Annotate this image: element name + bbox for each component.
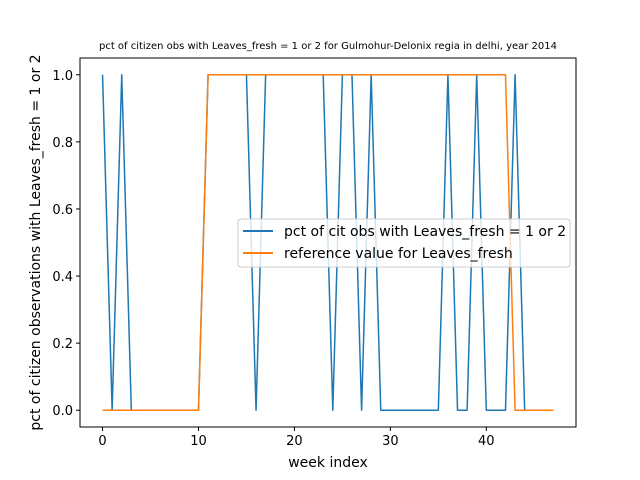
x-tick-label: 10 <box>190 434 207 449</box>
legend-label-series-1: pct of cit obs with Leaves_fresh = 1 or … <box>284 224 566 240</box>
x-axis-label: week index <box>288 455 368 471</box>
y-tick-label: 0.6 <box>52 203 73 218</box>
x-tick-label: 20 <box>286 434 303 449</box>
legend-box <box>237 218 571 268</box>
x-tick-label: 0 <box>98 434 106 449</box>
y-axis-label: pct of citizen observations with Leaves_… <box>28 54 44 430</box>
y-tick-label: 0.4 <box>52 270 73 285</box>
y-tick-label: 0.0 <box>52 404 73 419</box>
series-line-2 <box>102 74 554 411</box>
y-tick-label: 0.8 <box>52 136 73 151</box>
axes-ticks: 0 10 20 30 40 0.0 0.2 0.4 0.6 0.8 1.0 <box>52 69 494 449</box>
y-tick-label: 0.2 <box>52 337 73 352</box>
x-tick-label: 40 <box>478 434 495 449</box>
legend: pct of cit obs with Leaves_fresh = 1 or … <box>237 218 571 268</box>
plot-frame <box>79 57 577 428</box>
legend-label-series-2: reference value for Leaves_fresh <box>284 246 513 262</box>
y-tick-label: 1.0 <box>52 69 73 84</box>
x-tick-label: 30 <box>382 434 399 449</box>
chart-title: pct of citizen obs with Leaves_fresh = 1… <box>99 41 557 52</box>
